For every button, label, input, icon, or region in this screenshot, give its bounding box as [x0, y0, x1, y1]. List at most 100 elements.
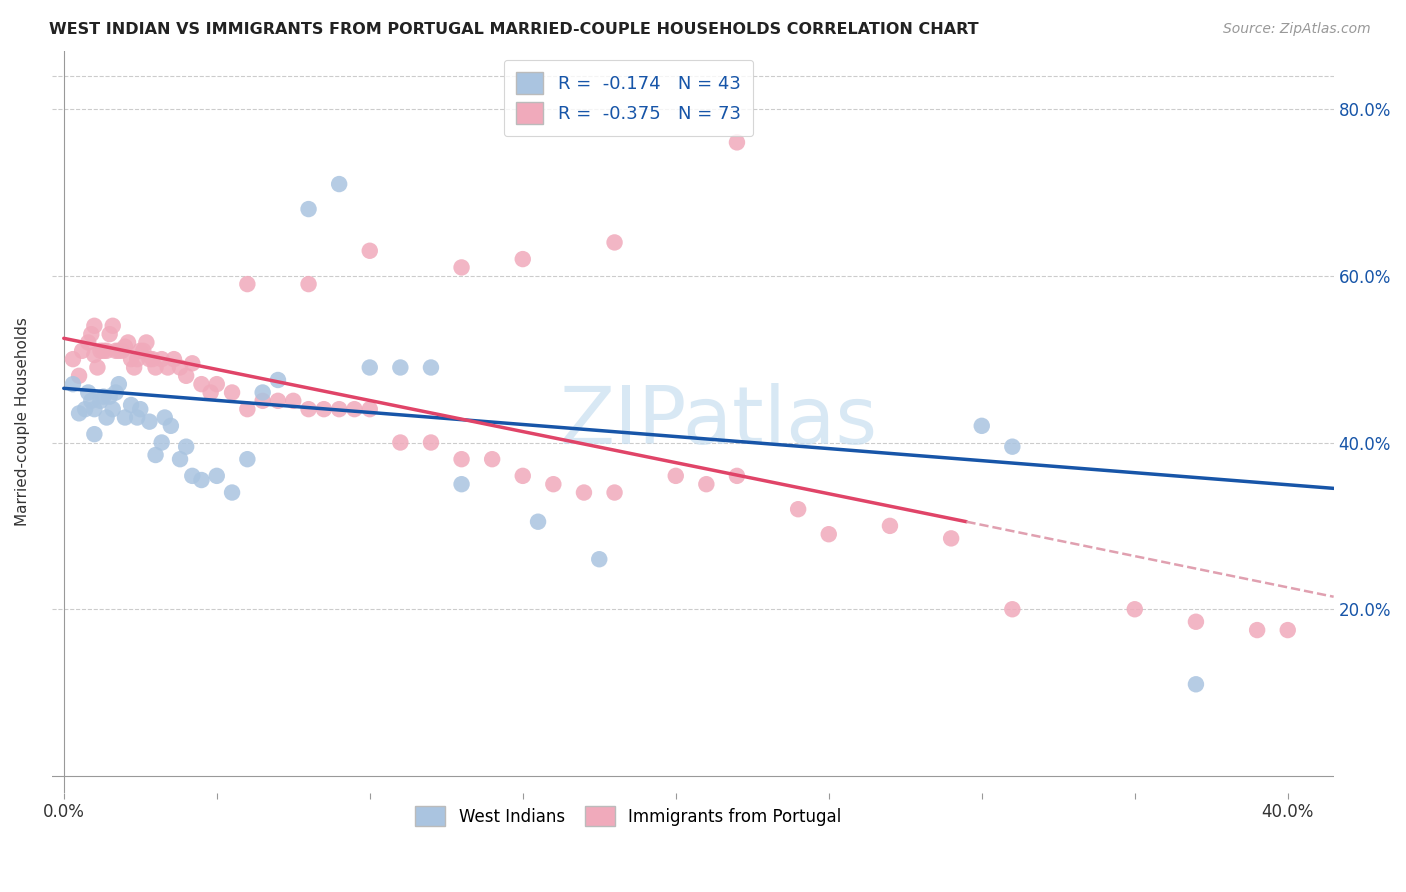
Point [420, 435, 443, 450]
Point [129, 402, 152, 417]
Point [174, 440, 197, 454]
Point [77, 335, 100, 350]
Point [138, 415, 160, 429]
Point [190, 377, 212, 392]
Point [169, 360, 191, 375]
Point [267, 393, 290, 408]
Point [127, 410, 149, 425]
Point [127, 352, 149, 367]
Point [1001, 602, 1024, 616]
Point [108, 343, 131, 358]
Point [75, 402, 97, 417]
Point [512, 252, 534, 266]
Point [86, 360, 108, 375]
Point [328, 177, 350, 191]
Point [512, 468, 534, 483]
Point [359, 244, 381, 258]
Point [138, 352, 160, 367]
Point [603, 485, 626, 500]
Point [359, 402, 381, 417]
Point [236, 402, 259, 417]
Point [297, 277, 319, 292]
Point [80, 327, 103, 342]
Point [787, 502, 810, 516]
Point [98, 327, 121, 342]
Point [572, 485, 595, 500]
Point [120, 398, 142, 412]
Point [181, 356, 204, 370]
Point [939, 532, 962, 546]
Point [283, 393, 305, 408]
Point [252, 393, 274, 408]
Point [169, 452, 191, 467]
Point [62, 352, 84, 367]
Point [132, 343, 155, 358]
Point [145, 448, 167, 462]
Point [359, 360, 381, 375]
Point [83, 318, 105, 333]
Point [89, 343, 111, 358]
Point [114, 340, 136, 354]
Point [267, 373, 290, 387]
Point [93, 343, 115, 358]
Point [389, 360, 412, 375]
Point [481, 452, 503, 467]
Point [174, 368, 197, 383]
Point [160, 418, 183, 433]
Point [543, 477, 565, 491]
Point [297, 202, 319, 216]
Point [83, 348, 105, 362]
Point [588, 552, 610, 566]
Point [1246, 623, 1268, 637]
Point [1277, 623, 1299, 637]
Point [312, 402, 335, 417]
Point [527, 515, 550, 529]
Point [1001, 440, 1024, 454]
Text: ZIPatlas: ZIPatlas [560, 383, 877, 460]
Point [93, 390, 115, 404]
Point [77, 385, 100, 400]
Point [343, 402, 366, 417]
Point [879, 519, 901, 533]
Point [221, 485, 243, 500]
Point [89, 393, 111, 408]
Point [111, 343, 134, 358]
Point [205, 377, 228, 392]
Text: WEST INDIAN VS IMMIGRANTS FROM PORTUGAL MARRIED-COUPLE HOUSEHOLDS CORRELATION CH: WEST INDIAN VS IMMIGRANTS FROM PORTUGAL … [49, 22, 979, 37]
Point [297, 402, 319, 417]
Text: Source: ZipAtlas.com: Source: ZipAtlas.com [1223, 22, 1371, 37]
Point [67, 368, 90, 383]
Point [221, 385, 243, 400]
Point [80, 393, 103, 408]
Point [420, 360, 443, 375]
Point [114, 410, 136, 425]
Point [450, 477, 472, 491]
Point [181, 468, 204, 483]
Point [150, 435, 173, 450]
Point [129, 343, 152, 358]
Point [725, 468, 748, 483]
Point [120, 352, 142, 367]
Point [70, 343, 93, 358]
Point [96, 410, 118, 425]
Point [190, 473, 212, 487]
Point [67, 406, 90, 420]
Point [104, 385, 127, 400]
Point [200, 385, 222, 400]
Point [145, 360, 167, 375]
Point [101, 402, 124, 417]
Point [450, 452, 472, 467]
Point [96, 343, 118, 358]
Point [725, 136, 748, 150]
Point [135, 335, 157, 350]
Point [156, 360, 179, 375]
Point [665, 468, 688, 483]
Point [205, 468, 228, 483]
Point [603, 235, 626, 250]
Point [122, 360, 145, 375]
Point [117, 335, 139, 350]
Point [236, 452, 259, 467]
Point [817, 527, 839, 541]
Point [153, 410, 176, 425]
Point [252, 385, 274, 400]
